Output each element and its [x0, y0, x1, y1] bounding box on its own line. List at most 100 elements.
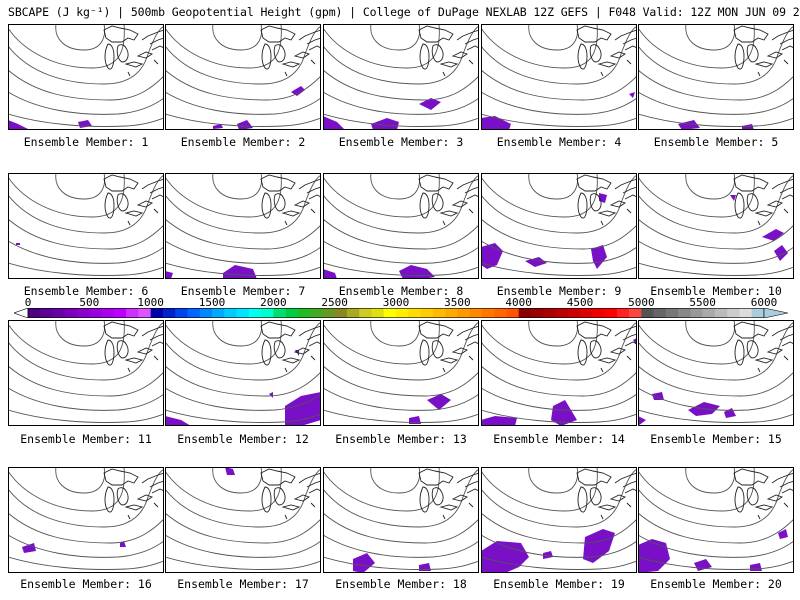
ensemble-panel-15 [638, 320, 794, 426]
colorbar-segment [359, 308, 372, 318]
ensemble-member-label: Ensemble Member: 12 [177, 432, 309, 446]
colorbar-segment [530, 308, 544, 318]
ensemble-panel-8 [323, 173, 479, 279]
ensemble-panel-16 [8, 467, 164, 573]
ensemble-member-label: Ensemble Member: 18 [335, 577, 467, 591]
colorbar-segment [714, 308, 728, 318]
cape-area [409, 416, 421, 424]
colorbar-segment [101, 308, 115, 318]
cape-area [652, 392, 664, 400]
cape-area [543, 551, 553, 559]
ensemble-member-label: Ensemble Member: 10 [650, 284, 782, 298]
member-map [638, 24, 794, 130]
ensemble-panel-3 [323, 24, 479, 130]
colorbar-segment [224, 308, 237, 318]
cape-area [223, 265, 257, 279]
colorbar-segment [28, 308, 41, 318]
cape-area [481, 416, 517, 426]
colorbar-tick-label: 500 [79, 296, 100, 309]
cape-area [742, 124, 754, 130]
cape-area [599, 193, 607, 203]
colorbar-segment [555, 308, 569, 318]
cape-area [165, 271, 173, 279]
member-map [8, 173, 164, 279]
colorbar-segment [175, 308, 188, 318]
colorbar-tick-label: 4500 [566, 296, 594, 309]
cape-area [78, 120, 92, 128]
member-map [165, 320, 321, 426]
ensemble-member-label: Ensemble Member: 1 [23, 135, 149, 149]
colorbar-segment [604, 308, 618, 318]
cape-area [724, 408, 736, 418]
member-map [165, 173, 321, 279]
colorbar-segment [457, 308, 470, 318]
member-map [8, 467, 164, 573]
ensemble-member-label: Ensemble Member: 6 [23, 284, 149, 298]
cape-area [678, 120, 700, 130]
colorbar-segment [52, 308, 66, 318]
cape-area [774, 245, 788, 261]
cape-area [399, 265, 435, 279]
ensemble-member-label: Ensemble Member: 4 [496, 135, 622, 149]
colorbar-segment [690, 308, 703, 318]
ensemble-member-label: Ensemble Member: 20 [650, 577, 782, 591]
colorbar-segment [273, 308, 286, 318]
colorbar-segment [212, 308, 225, 318]
ensemble-member-label: Ensemble Member: 17 [177, 577, 309, 591]
colorbar-segment [592, 308, 605, 318]
ensemble-panel-1 [8, 24, 164, 130]
colorbar-segment [727, 308, 740, 318]
colorbar-segment [236, 308, 250, 318]
member-map [638, 320, 794, 426]
cape-area [419, 98, 441, 110]
cape-area [269, 392, 273, 398]
colorbar-tick-label: 5500 [689, 296, 716, 309]
colorbar-segment [481, 308, 495, 318]
colorbar-segment [629, 308, 642, 318]
colorbar-segment [371, 308, 385, 318]
chart-title: SBCAPE (J kg⁻¹) | 500mb Geopotential Hei… [8, 5, 800, 19]
colorbar-segment [518, 308, 532, 318]
colorbar-segment [199, 308, 213, 318]
ensemble-member-label: Ensemble Member: 7 [180, 284, 306, 298]
ensemble-panel-2 [165, 24, 321, 130]
member-map [8, 320, 164, 426]
colorbar-segment [653, 308, 667, 318]
colorbar-segment [310, 308, 323, 318]
colorbar-segment [285, 308, 299, 318]
ensemble-panel-14 [481, 320, 637, 426]
colorbar-tick-label: 3000 [382, 296, 410, 309]
colorbar-segment [408, 308, 421, 318]
member-map [323, 24, 479, 130]
cape-area [165, 416, 191, 426]
colorbar-segment [580, 308, 593, 318]
member-map [481, 24, 637, 130]
colorbar-tick-label: 3500 [444, 296, 471, 309]
colorbar-segment [641, 308, 654, 318]
ensemble-member-label: Ensemble Member: 8 [338, 284, 464, 298]
colorbar-segment [751, 308, 765, 318]
colorbar-tick-label: 2500 [321, 296, 348, 309]
ensemble-panel-17 [165, 467, 321, 573]
colorbar-segment [665, 308, 679, 318]
colorbar-segment [469, 308, 483, 318]
colorbar-segment [396, 308, 409, 318]
colorbar-high-arrow [763, 308, 788, 318]
ensemble-panel-11 [8, 320, 164, 426]
member-map [638, 173, 794, 279]
colorbar-segment [322, 308, 335, 318]
cape-area [285, 392, 321, 426]
colorbar-segment [678, 308, 691, 318]
ensemble-panel-12 [165, 320, 321, 426]
ensemble-member-label: Ensemble Member: 11 [20, 432, 152, 446]
colorbar-segment [383, 308, 397, 318]
ensemble-member-label: Ensemble Member: 13 [335, 432, 467, 446]
colorbar-segment [297, 308, 311, 318]
cape-colorbar [14, 308, 788, 318]
cape-area [638, 416, 646, 426]
ensemble-panel-4 [481, 24, 637, 130]
colorbar-segment [543, 308, 556, 318]
colorbar-segment [126, 308, 139, 318]
member-map [481, 320, 637, 426]
colorbar-segment [64, 308, 78, 318]
